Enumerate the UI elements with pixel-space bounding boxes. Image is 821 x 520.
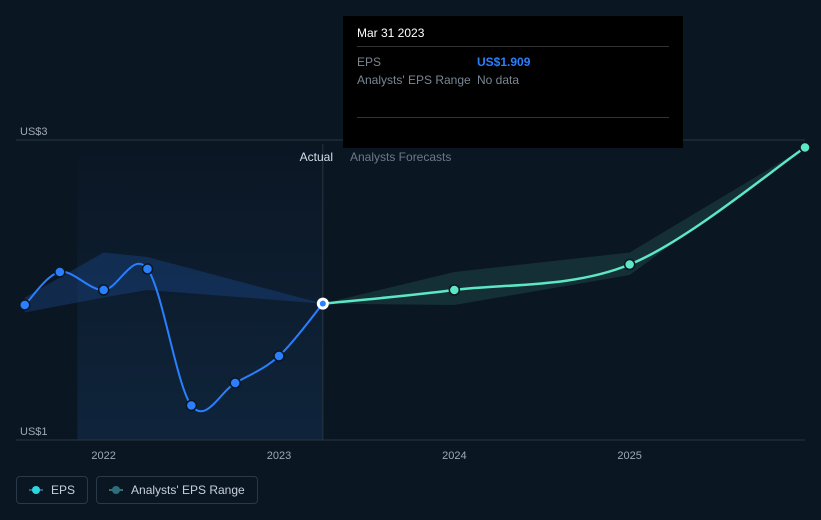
x-axis-label: 2024 bbox=[442, 450, 466, 462]
region-label-actual: Actual bbox=[300, 150, 333, 164]
legend-label: Analysts' EPS Range bbox=[131, 483, 245, 497]
x-axis-label: 2022 bbox=[91, 450, 115, 462]
hover-tooltip: Mar 31 2023 EPS US$1.909 Analysts' EPS R… bbox=[343, 16, 683, 148]
x-axis-label: 2025 bbox=[617, 450, 641, 462]
legend: EPS Analysts' EPS Range bbox=[16, 476, 258, 504]
tooltip-value: US$1.909 bbox=[477, 55, 530, 69]
tooltip-date: Mar 31 2023 bbox=[357, 26, 669, 47]
tooltip-row-range: Analysts' EPS Range No data bbox=[357, 71, 669, 89]
tooltip-value: No data bbox=[477, 73, 519, 87]
tooltip-key: Analysts' EPS Range bbox=[357, 73, 477, 87]
legend-item-range[interactable]: Analysts' EPS Range bbox=[96, 476, 258, 504]
region-label-forecasts: Analysts Forecasts bbox=[350, 150, 451, 164]
tooltip-row-eps: EPS US$1.909 bbox=[357, 53, 669, 71]
y-axis-label: US$3 bbox=[20, 126, 48, 138]
tooltip-key: EPS bbox=[357, 55, 477, 69]
eps-chart: US$1 US$3 2022 2023 2024 2025 Actual Analyst… bbox=[0, 0, 821, 520]
x-axis-label: 2023 bbox=[267, 450, 291, 462]
y-axis-label: US$1 bbox=[20, 426, 48, 438]
legend-label: EPS bbox=[51, 483, 75, 497]
tooltip-divider bbox=[357, 117, 669, 118]
legend-swatch-range bbox=[109, 486, 123, 494]
legend-swatch-eps bbox=[29, 486, 43, 494]
legend-item-eps[interactable]: EPS bbox=[16, 476, 88, 504]
